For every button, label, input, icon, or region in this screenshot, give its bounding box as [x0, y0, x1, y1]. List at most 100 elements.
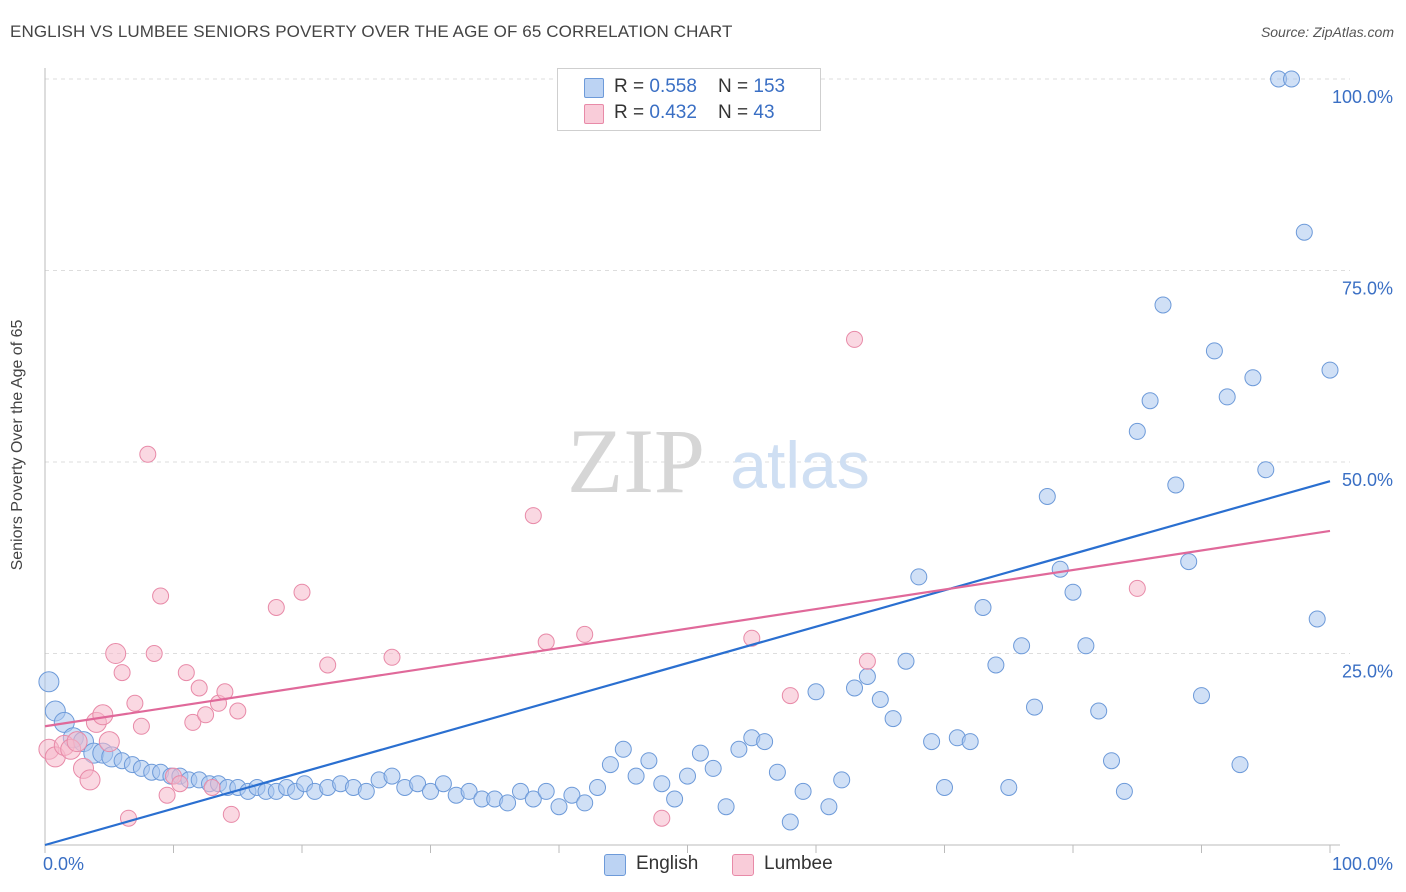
english-point-97 [1193, 687, 1210, 705]
english-point-99 [1218, 388, 1236, 406]
y-tick-label-0: 25.0% [1342, 662, 1393, 682]
english-point-77 [936, 779, 953, 796]
english-point-90 [1103, 752, 1120, 770]
english-trend-line [44, 480, 1331, 847]
lumbee-point-40 [846, 330, 863, 348]
english-point-98 [1205, 342, 1223, 360]
legend-english-text: R = 0.558 N = 153 [614, 76, 786, 97]
lumbee-point-23 [190, 679, 208, 697]
english-point-101 [1244, 369, 1262, 387]
y-tick-label-1: 50.0% [1342, 470, 1393, 490]
english-point-56 [666, 790, 684, 808]
lumbee-trend-line [44, 529, 1331, 728]
lumbee-point-41 [858, 652, 876, 670]
english-point-38 [434, 775, 452, 793]
english-point-50 [589, 779, 606, 796]
english-point-60 [717, 798, 735, 816]
lumbee-point-33 [383, 648, 401, 666]
y-axis-label: Seniors Poverty Over the Age of 65 [9, 319, 26, 571]
bottom-legend-lumbee-swatch [732, 854, 754, 876]
english-point-54 [640, 752, 658, 770]
english-point-61 [730, 740, 748, 758]
english-point-87 [1064, 583, 1082, 601]
lumbee-point-20 [171, 775, 189, 793]
english-point-47 [550, 798, 568, 816]
english-point-48 [563, 786, 581, 804]
lumbee-point-9 [98, 731, 120, 753]
lumbee-point-30 [267, 599, 285, 616]
lumbee-point-42 [1128, 579, 1146, 597]
english-point-76 [923, 733, 941, 751]
english-point-79 [961, 733, 979, 751]
english-point-84 [1026, 698, 1043, 716]
watermark-atlas: atlas [730, 428, 869, 502]
english-point-58 [691, 744, 709, 762]
lumbee-point-39 [781, 687, 799, 705]
english-point-102 [1257, 461, 1275, 479]
lumbee-point-34 [524, 507, 542, 525]
english-point-93 [1141, 392, 1159, 410]
lumbee-point-36 [576, 625, 594, 643]
legend-lumbee-text: R = 0.432 N = 43 [614, 102, 775, 123]
english-point-73 [884, 710, 902, 728]
lumbee-point-8 [92, 704, 114, 726]
english-point-106 [1308, 610, 1326, 628]
y-tick-label-2: 75.0% [1342, 279, 1393, 299]
english-point-95 [1167, 476, 1185, 494]
lumbee-point-32 [319, 656, 337, 674]
lumbee-point-22 [184, 713, 202, 731]
english-point-92 [1128, 422, 1146, 440]
lumbee-point-29 [229, 702, 247, 720]
lumbee-point-13 [126, 694, 144, 712]
lumbee-point-24 [197, 706, 215, 724]
lumbee-point-25 [203, 779, 221, 796]
english-point-43 [499, 794, 517, 812]
english-point-72 [871, 691, 889, 708]
english-point-75 [910, 568, 928, 586]
bottom-legend-english-swatch [604, 854, 626, 876]
lumbee-point-35 [537, 633, 555, 651]
english-point-71 [858, 668, 876, 685]
english-point-59 [704, 759, 722, 777]
lumbee-points [38, 330, 1146, 827]
watermark: ZIP atlas [567, 410, 870, 512]
lumbee-point-11 [113, 664, 131, 682]
english-point-40 [460, 782, 478, 800]
english-points [38, 70, 1339, 831]
x-tick-label-0: 0.0% [43, 854, 84, 874]
watermark-zip: ZIP [567, 410, 705, 512]
lumbee-point-10 [105, 643, 127, 664]
lumbee-point-37 [653, 809, 671, 827]
trend-lines [44, 480, 1331, 847]
english-point-104 [1283, 70, 1300, 88]
lumbee-point-16 [145, 645, 163, 662]
english-point-0 [38, 671, 60, 693]
lumbee-point-21 [177, 664, 195, 682]
x-tick-label-1: 100.0% [1332, 854, 1393, 874]
legend: R = 0.558 N = 153 R = 0.432 N = 43 [557, 68, 821, 131]
lumbee-point-6 [79, 769, 101, 791]
english-point-89 [1090, 702, 1108, 720]
y-tick-label-3: 100.0% [1332, 87, 1393, 107]
english-point-34 [383, 767, 401, 785]
english-point-55 [653, 775, 671, 793]
tick-labels: 25.0% 50.0% 75.0% 100.0% 0.0% 100.0% [43, 87, 1393, 874]
english-point-64 [768, 763, 786, 781]
lumbee-point-14 [132, 717, 150, 735]
english-point-105 [1295, 223, 1313, 241]
english-point-96 [1180, 553, 1198, 571]
english-point-67 [807, 683, 825, 701]
english-point-91 [1115, 782, 1133, 800]
lumbee-point-15 [139, 445, 157, 463]
english-point-49 [576, 794, 594, 812]
source-label: Source: ZipAtlas.com [1260, 24, 1394, 40]
english-point-74 [897, 652, 915, 670]
english-point-85 [1038, 488, 1056, 505]
english-point-44 [512, 782, 529, 800]
lumbee-point-28 [222, 805, 240, 823]
english-point-70 [846, 679, 863, 697]
english-point-36 [409, 775, 427, 793]
english-point-66 [794, 782, 812, 800]
english-point-52 [614, 740, 632, 758]
